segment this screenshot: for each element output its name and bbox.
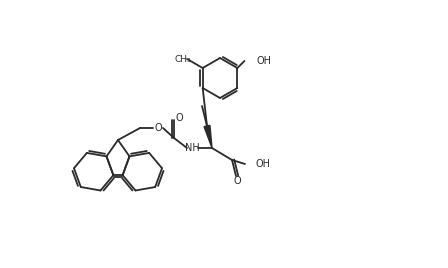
Polygon shape — [204, 125, 212, 148]
Text: OH: OH — [256, 159, 271, 169]
Text: NH: NH — [185, 143, 199, 153]
Text: O: O — [154, 123, 162, 133]
Text: CH₃: CH₃ — [174, 55, 191, 64]
Text: O: O — [175, 113, 183, 123]
Text: OH: OH — [256, 56, 271, 66]
Text: O: O — [233, 176, 241, 186]
